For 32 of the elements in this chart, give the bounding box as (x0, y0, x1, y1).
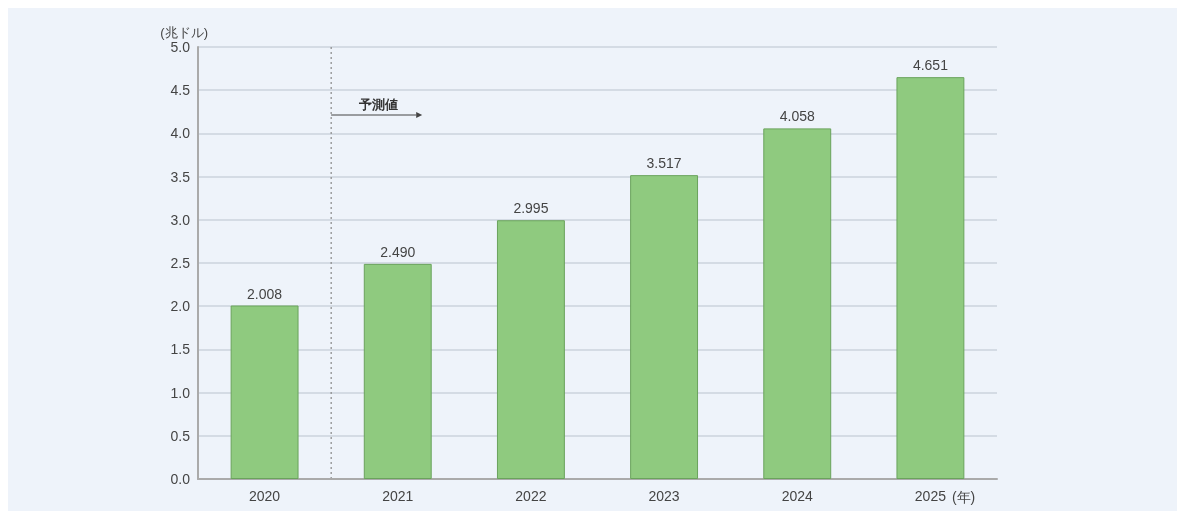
text: 0.5 (170, 427, 190, 444)
y-axis-title: (兆ドル) (160, 25, 208, 40)
data-label: 2.008 (247, 285, 283, 302)
x-tick-label: 2023 (648, 488, 680, 504)
bar (896, 77, 965, 479)
text: 5.0 (170, 39, 190, 55)
data-label: 4.651 (912, 57, 949, 74)
x-tick-label: 2024 (781, 488, 814, 504)
x-tick-label: 2022 (515, 488, 547, 504)
annotation: 予測値 (358, 97, 399, 112)
bar (630, 175, 699, 479)
text: 3.5 (170, 168, 190, 185)
text: 4.0 (170, 125, 190, 142)
bar (763, 128, 832, 479)
text: 4.5 (170, 82, 190, 99)
text: 2.0 (170, 298, 190, 315)
text: 1.0 (170, 384, 190, 401)
x-tick-label: 2020 (249, 488, 281, 504)
text: 1.5 (170, 341, 190, 358)
x-tick-label: 2021 (382, 488, 414, 504)
x-axis-title: (年) (951, 489, 976, 505)
text: 3.0 (170, 211, 190, 228)
text: 2.5 (170, 255, 190, 271)
bar (363, 263, 432, 479)
data-label: 3.517 (646, 155, 682, 172)
data-label: 2.995 (513, 200, 549, 217)
text: 0.0 (170, 471, 190, 487)
data-label: 2.490 (380, 243, 416, 260)
x-tick-label: 2025 (914, 488, 947, 504)
data-label: 4.058 (779, 108, 815, 125)
bar (496, 220, 565, 479)
bar (230, 305, 299, 479)
